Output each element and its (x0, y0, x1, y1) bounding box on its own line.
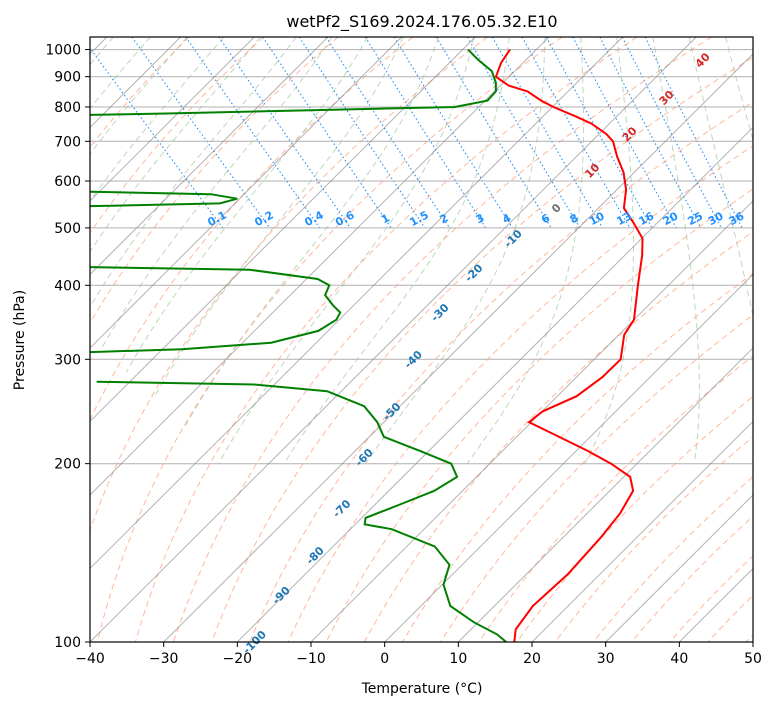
x-tick-label: −30 (149, 651, 179, 667)
dry-adiabat-line (249, 101, 753, 642)
skewed-isotherms (90, 37, 753, 642)
isotherm-line (236, 126, 753, 642)
moist-adiabat-line (90, 37, 225, 202)
mixing-ratio-line (491, 37, 603, 229)
y-tick-label: 400 (54, 278, 81, 294)
isotherm-line (90, 37, 255, 202)
mixing-ratio-line (325, 37, 451, 229)
x-tick-label: 40 (670, 651, 688, 667)
isotherm-line (90, 37, 329, 276)
moist-adiabat-line (102, 37, 333, 348)
chart-title: wetPf2_S169.2024.176.05.32.E10 (286, 12, 557, 32)
mixing-ratio-label: 13 (614, 209, 634, 228)
y-tick-label: 800 (54, 100, 81, 116)
mixing-ratio-label: 30 (706, 209, 726, 228)
y-axis-label: Pressure (hPa) (12, 290, 28, 390)
x-tick-label: 30 (597, 651, 615, 667)
y-tick-label: 500 (54, 221, 81, 237)
moist-adiabat-line (90, 37, 188, 155)
mixing-ratio-label: 25 (685, 209, 705, 228)
y-tick-label: 1000 (45, 43, 81, 59)
x-axis-label: Temperature (°C) (361, 681, 483, 697)
moist-adiabat-line (283, 37, 510, 464)
x-tick-label: 50 (744, 651, 762, 667)
moist-adiabat-line (466, 37, 584, 464)
isotherm-line (752, 641, 753, 642)
profile-series (90, 48, 644, 642)
dry-adiabat-line (402, 273, 753, 642)
x-tick-label: 10 (449, 651, 467, 667)
mixing-ratio-line (467, 37, 581, 229)
dry-adiabat-line (325, 188, 753, 642)
isotherm-line (531, 420, 753, 642)
moist-adiabat-line (154, 37, 404, 397)
moist-adiabat-line (364, 37, 546, 464)
moist-adiabat-line (584, 37, 634, 464)
dry-adiabat-line (90, 37, 264, 235)
x-tick-label: 20 (523, 651, 541, 667)
moist-adiabat-line (90, 37, 114, 66)
isotherm-line (605, 494, 753, 642)
mixing-ratio-line (185, 37, 321, 229)
dry-adiabat-line (211, 56, 753, 642)
dry-adiabat-line (478, 355, 753, 642)
dry-adiabat-line (90, 37, 414, 421)
isotherm-line (90, 37, 623, 570)
moist-adiabats (90, 37, 753, 464)
x-tick-label: −20 (223, 651, 253, 667)
mixing-ratio-line (521, 37, 631, 229)
mixing-ratio-label: 16 (637, 209, 657, 228)
dry-adiabat-line (631, 515, 753, 642)
mixing-ratio-line (393, 37, 513, 229)
temperature-line (494, 49, 644, 642)
mixing-ratio-label: 36 (727, 209, 747, 228)
isotherm-line (90, 37, 402, 349)
y-tick-label: 100 (54, 635, 81, 651)
moist-adiabat-line (125, 37, 369, 373)
dry-adiabat-line (96, 37, 563, 642)
dry-adiabat-line (592, 476, 753, 642)
moist-adiabat-line (218, 37, 475, 464)
y-axis-ticks: 1000 900 800 700 600 500 400 300 200 100 (45, 43, 90, 651)
mixing-ratio-line (131, 37, 271, 229)
isotherm-line (310, 200, 753, 642)
y-tick-label: 900 (54, 70, 81, 86)
y-tick-label: 200 (54, 457, 81, 473)
mixing-ratio-line (364, 37, 487, 229)
moist-adiabat-line (652, 37, 700, 464)
mixing-ratio-lines (90, 37, 743, 229)
x-tick-label: −40 (75, 651, 105, 667)
x-tick-label: 0 (380, 651, 389, 667)
dry-adiabat-line (134, 37, 638, 642)
dewpoint-line (90, 48, 507, 642)
moist-adiabat-line (183, 37, 439, 428)
moist-adiabat-line (90, 37, 151, 110)
y-tick-label: 600 (54, 174, 81, 190)
isotherm-line (90, 37, 476, 423)
isotherm-line (457, 347, 753, 642)
moist-adiabat-line (90, 37, 297, 309)
x-tick-label: −10 (296, 651, 326, 667)
x-axis-ticks: −40 −30 −20 −10 0 10 20 30 40 50 (75, 642, 762, 667)
mixing-ratio-label: 10 (587, 209, 607, 228)
mixing-ratio-label: 20 (661, 209, 681, 228)
y-tick-label: 700 (54, 134, 81, 150)
mixing-ratio-line (545, 37, 653, 229)
isotherm-line (163, 53, 753, 642)
plot-frame (89, 36, 754, 643)
moist-adiabat-line (90, 37, 261, 253)
isotherm-line (384, 273, 753, 642)
mixing-ratio-line (435, 37, 552, 229)
y-tick-label: 300 (54, 352, 81, 368)
isotherm-line (90, 37, 697, 642)
isobar-gridlines (90, 49, 753, 642)
dry-adiabat-line (173, 37, 712, 642)
mixing-ratio-line (218, 37, 351, 229)
mixing-ratio-line (572, 37, 677, 229)
dry-adiabat-line (287, 145, 753, 642)
isotherm-line (90, 37, 550, 496)
